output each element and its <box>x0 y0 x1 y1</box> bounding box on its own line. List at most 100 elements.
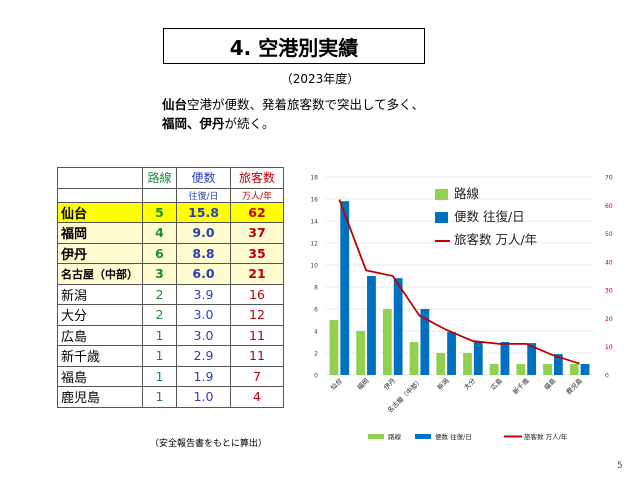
legend-label: 旅客数 万人/年 <box>454 232 537 247</box>
flights-bar <box>500 342 510 375</box>
lead-line2-rest: が続く。 <box>224 116 275 131</box>
airport-name: 福岡 <box>57 222 143 244</box>
x-tick-label: 福島 <box>542 376 558 392</box>
x-tick-label: 伊丹 <box>382 376 398 392</box>
routes-bar <box>569 364 579 375</box>
flights-bar <box>553 354 563 375</box>
routes-cell: 2 <box>142 304 177 326</box>
right-tick-label: 50 <box>605 231 613 238</box>
right-tick-label: 60 <box>605 203 613 210</box>
legend-label: 路線 <box>454 186 480 201</box>
flights-bar <box>340 201 350 375</box>
routes-cell: 4 <box>142 222 177 244</box>
left-tick-label: 0 <box>314 373 318 380</box>
unit-routes <box>142 187 177 203</box>
left-tick-label: 4 <box>314 329 318 336</box>
header-passengers: 旅客数 <box>230 167 284 189</box>
legend-label: 便数 往復/日 <box>454 209 525 224</box>
left-tick-label: 12 <box>310 241 318 248</box>
routes-bar <box>356 331 366 375</box>
table-row: 広島 1 3.0 11 <box>57 324 284 346</box>
x-tick-label: 新潟 <box>435 376 451 392</box>
routes-bar <box>382 309 392 375</box>
airport-name: 福島 <box>57 365 143 387</box>
unit-passengers: 万人/年 <box>230 187 284 203</box>
left-tick-label: 6 <box>314 307 318 314</box>
x-tick-label: 広島 <box>488 376 504 392</box>
x-tick-label: 福岡 <box>355 376 371 392</box>
lead-line2-bold: 福岡、伊丹 <box>162 116 225 131</box>
left-tick-label: 14 <box>310 219 318 226</box>
flights-cell: 3.0 <box>176 324 231 346</box>
passengers-cell: 11 <box>230 345 284 367</box>
x-tick-label: 仙台 <box>328 376 344 392</box>
right-tick-label: 0 <box>605 373 609 380</box>
table-row: 新千歳 1 2.9 11 <box>57 345 284 367</box>
passengers-cell: 37 <box>230 222 284 244</box>
right-tick-label: 70 <box>605 175 613 182</box>
routes-bar <box>463 353 472 375</box>
page-number: 5 <box>617 461 623 471</box>
flights-cell: 8.8 <box>176 242 231 264</box>
passengers-cell: 4 <box>230 386 284 408</box>
routes-cell: 5 <box>142 201 177 223</box>
page-title: 4. 空港別実績 <box>163 28 425 64</box>
table-row: 名古屋（中部） 3 6.0 21 <box>57 263 284 285</box>
lead-text: 仙台空港が便数、発着旅客数で突出して多く、 福岡、伊丹が続く。 <box>162 95 424 133</box>
left-tick-label: 2 <box>314 351 318 358</box>
x-tick-label: 新千歳 <box>511 376 532 397</box>
airport-name: 鹿児島 <box>57 386 143 408</box>
x-tick-label: 鹿児島 <box>564 376 585 397</box>
left-tick-label: 10 <box>310 263 318 270</box>
source-note: （安全報告書をもとに算出） <box>150 439 267 449</box>
table-header-blank <box>57 167 143 189</box>
bottom-legend-swatch <box>368 434 384 439</box>
flights-cell: 6.0 <box>176 263 231 285</box>
passengers-cell: 21 <box>230 263 284 285</box>
routes-cell: 2 <box>142 283 177 305</box>
bottom-legend-label: 旅客数 万人/年 <box>524 432 568 441</box>
flights-cell: 1.0 <box>176 386 231 408</box>
airport-name: 伊丹 <box>57 242 143 264</box>
passengers-cell: 7 <box>230 365 284 387</box>
airport-table: 路線 便数 旅客数 往復/日 万人/年 仙台 5 15.8 62 福岡 4 9.0 37 伊丹 6… <box>57 167 284 408</box>
bottom-legend-label: 便数 往復/日 <box>435 432 472 441</box>
table-row: 福岡 4 9.0 37 <box>57 222 284 244</box>
flights-bar <box>580 364 590 375</box>
airport-name: 仙台 <box>57 201 143 223</box>
left-tick-label: 16 <box>310 197 318 204</box>
flights-cell: 1.9 <box>176 365 231 387</box>
table-header-row: 路線 便数 旅客数 <box>57 167 284 189</box>
table-row: 仙台 5 15.8 62 <box>57 201 284 223</box>
page-subtitle: （2023年度） <box>280 72 360 86</box>
routes-cell: 1 <box>142 386 177 408</box>
passengers-cell: 11 <box>230 324 284 346</box>
table-row: 伊丹 6 8.8 35 <box>57 242 284 264</box>
right-tick-label: 40 <box>605 259 613 266</box>
right-tick-label: 30 <box>605 288 613 295</box>
flights-bar <box>393 278 403 375</box>
left-tick-label: 8 <box>314 285 318 292</box>
lead-line1-rest: 空港が便数、発着旅客数で突出して多く、 <box>187 97 425 112</box>
passengers-cell: 16 <box>230 283 284 305</box>
bottom-legend-swatch <box>415 434 431 439</box>
routes-bar <box>436 353 446 375</box>
routes-cell: 6 <box>142 242 177 264</box>
flights-bar <box>473 342 483 375</box>
routes-bar <box>409 342 419 375</box>
flights-cell: 9.0 <box>176 222 231 244</box>
x-tick-label: 大分 <box>462 376 478 392</box>
routes-bar <box>329 320 339 375</box>
right-tick-label: 10 <box>605 344 613 351</box>
legend-swatch <box>435 212 448 223</box>
airport-name: 広島 <box>57 324 143 346</box>
table-row: 鹿児島 1 1.0 4 <box>57 386 284 408</box>
table-row: 新潟 2 3.9 16 <box>57 283 284 305</box>
airport-name: 新千歳 <box>57 345 143 367</box>
passengers-cell: 35 <box>230 242 284 264</box>
flights-cell: 2.9 <box>176 345 231 367</box>
header-routes: 路線 <box>142 167 177 189</box>
passengers-cell: 12 <box>230 304 284 326</box>
bottom-legend-label: 路線 <box>388 432 402 441</box>
